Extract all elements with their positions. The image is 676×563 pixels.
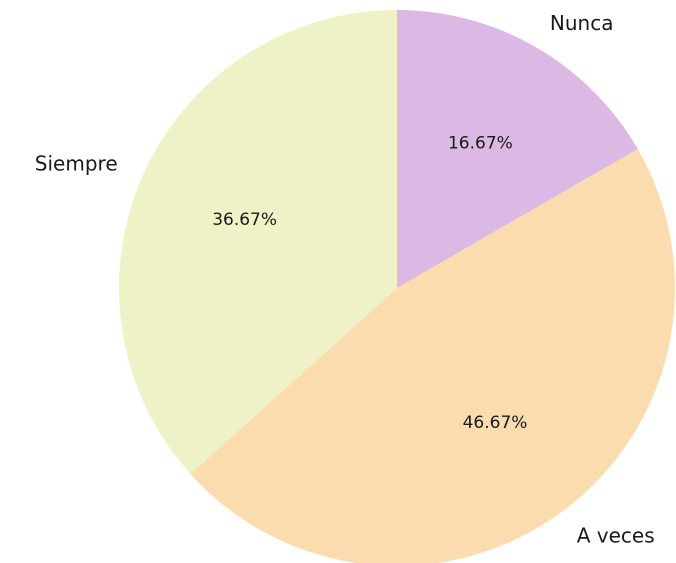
- slices-layer: [119, 10, 675, 563]
- pie-pct-label-siempre: 36.67%: [212, 210, 277, 230]
- pie-slice-siempre: [119, 10, 397, 475]
- pie-category-label-a-veces: A veces: [577, 523, 655, 547]
- pie-pct-label-a-veces: 46.67%: [463, 413, 528, 433]
- pie-slice-nunca: [397, 10, 638, 288]
- labels-layer: 16.67% Nunca 46.67% A veces 36.67% Siempre: [35, 11, 655, 547]
- pie-slice-a-veces: [190, 149, 675, 563]
- pie-pct-label-nunca: 16.67%: [448, 134, 513, 154]
- pie-category-label-siempre: Siempre: [35, 152, 118, 176]
- pie-category-label-nunca: Nunca: [550, 11, 614, 35]
